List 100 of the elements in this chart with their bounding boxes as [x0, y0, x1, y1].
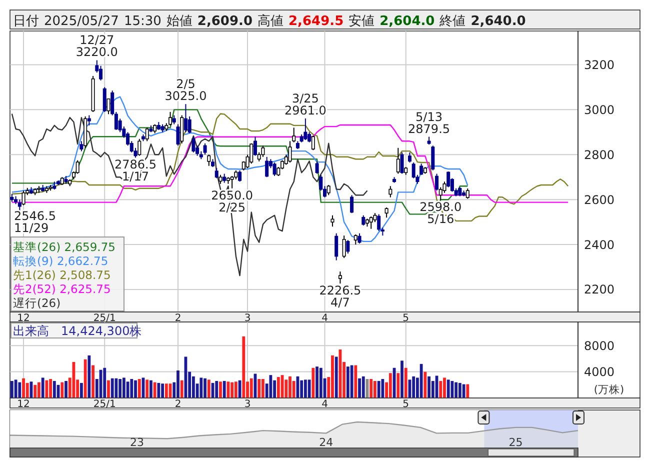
bar	[180, 380, 184, 398]
candlestick	[369, 216, 373, 230]
bar	[454, 382, 458, 398]
bar	[45, 380, 48, 398]
x-tick-label: 24	[319, 436, 334, 449]
y-tick-label: 4000	[584, 364, 615, 379]
bar	[250, 378, 253, 398]
bar	[204, 378, 206, 398]
x-tick-label: 25/1	[93, 399, 116, 410]
x-tick-label: 12	[17, 313, 30, 324]
bar	[222, 380, 226, 398]
bar	[110, 378, 114, 398]
candlestick	[203, 142, 207, 156]
candlestick	[250, 142, 254, 164]
bar	[153, 382, 156, 398]
bar	[18, 382, 22, 398]
bar	[234, 382, 238, 398]
x-tick-label: 2	[174, 313, 182, 324]
annotation: 2/5 3025.0	[164, 77, 207, 104]
text: 先1(26) 2,508.75	[13, 268, 111, 282]
bar	[269, 375, 272, 398]
bar	[354, 365, 358, 398]
bar	[276, 377, 280, 398]
bar	[308, 380, 311, 398]
bar	[176, 370, 180, 398]
annotation: 5/13 2879.5	[408, 110, 450, 136]
candlestick	[272, 162, 276, 176]
bar	[150, 380, 152, 398]
bar	[122, 378, 126, 398]
candlestick	[304, 118, 308, 141]
bar	[300, 380, 304, 398]
bar	[319, 368, 322, 398]
candlestick	[207, 154, 211, 166]
bar	[334, 356, 338, 398]
bar	[64, 380, 68, 398]
text: 転換(9) 2,662.75	[13, 254, 108, 268]
bar	[207, 380, 210, 398]
candlestick	[180, 114, 184, 144]
candlestick	[214, 168, 218, 179]
candlestick	[145, 127, 149, 142]
y-tick-label: 2400	[584, 238, 615, 252]
bar	[428, 376, 430, 398]
candlestick	[330, 214, 334, 228]
x-tick-label: 3	[244, 313, 251, 324]
bar	[215, 380, 218, 398]
x-tick-label: 5	[402, 399, 410, 410]
candlestick	[334, 232, 338, 261]
chart-title: 出来高 14,424,300株	[13, 324, 142, 338]
candlestick	[138, 138, 142, 156]
annotation: 2546.5 11/29	[14, 209, 56, 235]
candlestick	[388, 186, 392, 198]
y-tick-label: 3200	[584, 58, 615, 72]
bar	[304, 380, 307, 398]
bar	[331, 355, 334, 398]
bar	[192, 376, 195, 398]
candlestick	[261, 145, 265, 158]
text: 基準(26) 2,659.75	[13, 240, 116, 254]
y-axis-title: (万株)	[594, 383, 624, 396]
bar	[118, 379, 122, 398]
bar	[107, 380, 110, 398]
candlestick	[18, 199, 22, 212]
candlestick	[192, 136, 196, 153]
y-tick-label: 2200	[584, 282, 615, 297]
bar	[200, 378, 203, 398]
candlestick	[102, 86, 106, 112]
candlestick	[80, 140, 84, 152]
text: 遅行(26)	[13, 296, 61, 310]
bar	[388, 373, 392, 398]
bar	[161, 384, 164, 398]
candlestick	[435, 173, 439, 192]
y-tick-label: 2600	[584, 192, 615, 207]
bar	[92, 365, 94, 398]
bar	[130, 379, 134, 398]
bar	[22, 378, 25, 398]
bar	[38, 382, 40, 398]
candlestick	[311, 135, 315, 151]
bar	[446, 380, 450, 398]
candlestick	[265, 156, 269, 178]
bar	[134, 380, 137, 398]
candlestick	[377, 214, 381, 232]
candlestick	[87, 114, 91, 126]
x-tick-label: 23	[130, 436, 144, 449]
bar	[358, 378, 361, 398]
bar	[230, 382, 234, 398]
bar	[458, 382, 462, 398]
bar	[138, 379, 141, 398]
text: 先2(52) 2,625.75	[13, 282, 111, 296]
candlestick	[384, 206, 388, 218]
candlestick	[346, 240, 350, 254]
candlestick	[176, 124, 180, 146]
bar	[60, 382, 64, 398]
candlestick	[22, 190, 26, 206]
annotation: 3/25 2961.0	[284, 91, 326, 118]
bar	[52, 380, 56, 398]
candlestick	[106, 98, 110, 115]
bar	[377, 380, 380, 398]
y-tick-label: 3000	[584, 102, 615, 117]
bar	[439, 380, 442, 398]
bar	[88, 355, 91, 398]
x-tick-label: 3	[244, 399, 251, 410]
